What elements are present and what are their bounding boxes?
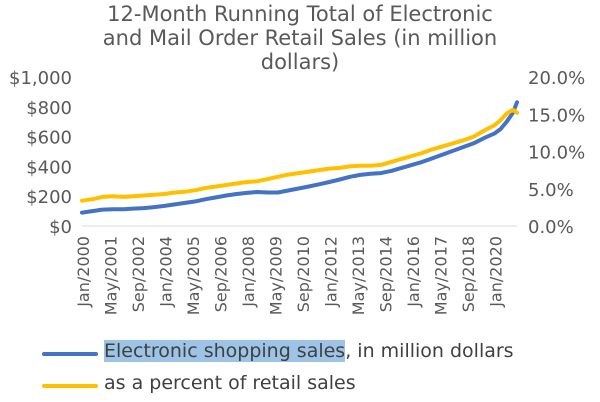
y-left-tick-label: $400 bbox=[26, 157, 72, 178]
x-tick-label: Jan/2000 bbox=[74, 236, 93, 308]
legend-swatch-percent-retail bbox=[42, 384, 98, 388]
x-tick-label: Jan/2012 bbox=[321, 236, 340, 308]
legend-label-percent-retail: as a percent of retail sales bbox=[104, 372, 356, 394]
y-right-tick-label: 0.0% bbox=[528, 217, 574, 238]
chart-title: 12-Month Running Total of Electronic and… bbox=[0, 2, 600, 74]
legend-label-highlighted: Electronic shopping sales bbox=[104, 340, 346, 362]
x-tick-label: Sep/2006 bbox=[211, 236, 230, 312]
y-left-tick-label: $200 bbox=[26, 187, 72, 208]
y-right-tick-label: 10.0% bbox=[528, 143, 585, 164]
y-right-tick-label: 20.0% bbox=[528, 68, 585, 89]
y-left-tick-label: $600 bbox=[26, 128, 72, 149]
y-left-tick-label: $0 bbox=[49, 217, 72, 238]
series-line-electronic-sales bbox=[80, 100, 519, 215]
chart-title-line-2: and Mail Order Retail Sales (in million bbox=[102, 26, 498, 50]
x-tick-label: Sep/2018 bbox=[459, 236, 478, 312]
x-tick-label: May/2005 bbox=[184, 236, 203, 315]
x-tick-label: Jan/2004 bbox=[156, 236, 175, 308]
x-tick-label: May/2001 bbox=[101, 236, 120, 315]
x-tick-label: Jan/2016 bbox=[404, 236, 423, 308]
legend-swatch-electronic-sales bbox=[42, 352, 98, 356]
y-left-tick-label: $1,000 bbox=[9, 68, 72, 89]
x-tick-label: Sep/2010 bbox=[294, 236, 313, 312]
x-tick-label: Sep/2014 bbox=[376, 236, 395, 312]
y-right-tick-label: 15.0% bbox=[528, 105, 585, 126]
x-tick-label: Jan/2008 bbox=[239, 236, 258, 308]
x-tick-label: May/2009 bbox=[266, 236, 285, 315]
chart-title-line-1: 12-Month Running Total of Electronic bbox=[107, 2, 493, 26]
legend-label-electronic-sales: Electronic shopping sales, in million do… bbox=[104, 340, 514, 362]
legend-label-rest: , in million dollars bbox=[345, 340, 514, 362]
y-right-tick-label: 5.0% bbox=[528, 180, 574, 201]
chart-title-line-3: dollars) bbox=[260, 50, 340, 74]
y-left-tick-label: $800 bbox=[26, 98, 72, 119]
x-tick-label: May/2013 bbox=[349, 236, 368, 315]
x-tick-label: Sep/2002 bbox=[129, 236, 148, 312]
x-tick-label: Jan/2020 bbox=[486, 236, 505, 308]
series-line-percent-retail bbox=[80, 107, 519, 203]
x-tick-label: May/2017 bbox=[431, 236, 450, 315]
